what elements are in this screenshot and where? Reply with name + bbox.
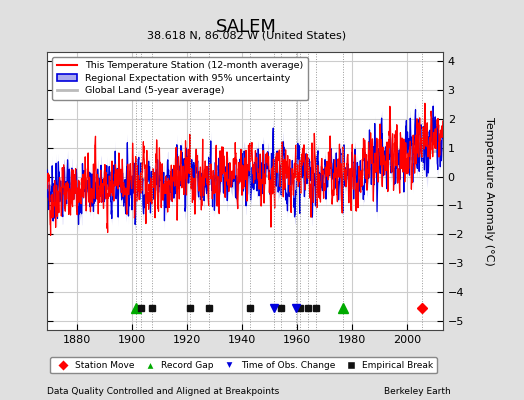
- Text: 38.618 N, 86.082 W (United States): 38.618 N, 86.082 W (United States): [147, 30, 346, 40]
- Text: SALEM: SALEM: [216, 18, 277, 36]
- Text: Data Quality Controlled and Aligned at Breakpoints: Data Quality Controlled and Aligned at B…: [47, 387, 279, 396]
- Text: Berkeley Earth: Berkeley Earth: [384, 387, 451, 396]
- Legend: Station Move, Record Gap, Time of Obs. Change, Empirical Break: Station Move, Record Gap, Time of Obs. C…: [50, 357, 437, 374]
- Legend: This Temperature Station (12-month average), Regional Expectation with 95% uncer: This Temperature Station (12-month avera…: [52, 57, 308, 100]
- Y-axis label: Temperature Anomaly (°C): Temperature Anomaly (°C): [484, 117, 494, 265]
